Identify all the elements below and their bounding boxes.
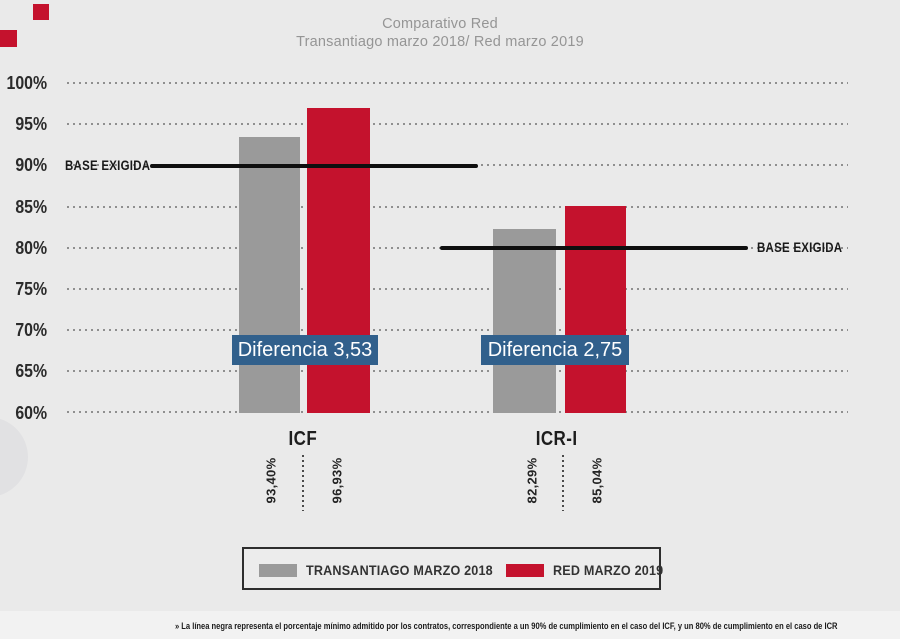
bar-icr-transantiago-2018 <box>493 229 556 413</box>
footnote-strip <box>0 611 900 639</box>
gridline-95 <box>67 123 848 125</box>
y-tick-80: 80% <box>15 238 47 258</box>
gridline-60 <box>67 411 848 413</box>
bar-icr-red-2019 <box>565 206 626 413</box>
base-exigida-line-90 <box>150 164 478 168</box>
dotted-connector-icr <box>562 455 564 511</box>
base-exigida-label-icr: BASE EXIGIDA <box>757 240 843 255</box>
legend-label-transantiago: TRANSANTIAGO MARZO 2018 <box>306 562 493 578</box>
dotted-connector-icf <box>302 455 304 511</box>
footnote-text: » La línea negra representa el porcentaj… <box>175 621 838 631</box>
legend-swatch-gray <box>259 564 297 577</box>
legend-swatch-red <box>506 564 544 577</box>
gridline-70 <box>67 329 848 331</box>
chart-title: Comparativo Red <box>382 16 498 32</box>
difference-box-icf: Diferencia 3,53 <box>232 335 378 365</box>
value-label-icf-2018: 93,40% <box>263 457 279 503</box>
brand-square-icon <box>0 30 17 47</box>
category-label-icf: ICF <box>288 428 318 450</box>
chart-subtitle: Transantiago marzo 2018/ Red marzo 2019 <box>296 34 584 50</box>
y-tick-70: 70% <box>15 320 47 340</box>
difference-box-icr: Diferencia 2,75 <box>481 335 629 365</box>
bar-icf-red-2019 <box>307 108 370 413</box>
brand-square-icon <box>33 4 49 20</box>
y-tick-60: 60% <box>15 403 47 423</box>
value-label-icf-2019: 96,93% <box>329 457 345 503</box>
legend: TRANSANTIAGO MARZO 2018 RED MARZO 2019 <box>242 547 663 590</box>
gridline-75 <box>67 288 848 290</box>
value-label-icr-2018: 82,29% <box>524 457 540 503</box>
y-tick-65: 65% <box>15 361 47 381</box>
gridline-85 <box>67 206 848 208</box>
bar-icf-transantiago-2018 <box>239 137 300 413</box>
base-exigida-label-icf: BASE EXIGIDA <box>65 158 151 173</box>
y-tick-90: 90% <box>15 155 47 175</box>
legend-label-red: RED MARZO 2019 <box>553 562 664 578</box>
y-tick-100: 100% <box>6 73 47 93</box>
base-exigida-line-80 <box>440 246 748 250</box>
y-tick-95: 95% <box>15 114 47 134</box>
decor-circle <box>0 417 28 497</box>
y-tick-75: 75% <box>15 279 47 299</box>
category-label-icr: ICR-I <box>536 428 578 450</box>
gridline-65 <box>67 370 848 372</box>
y-tick-85: 85% <box>15 197 47 217</box>
gridline-100 <box>67 82 848 84</box>
value-label-icr-2019: 85,04% <box>589 457 605 503</box>
